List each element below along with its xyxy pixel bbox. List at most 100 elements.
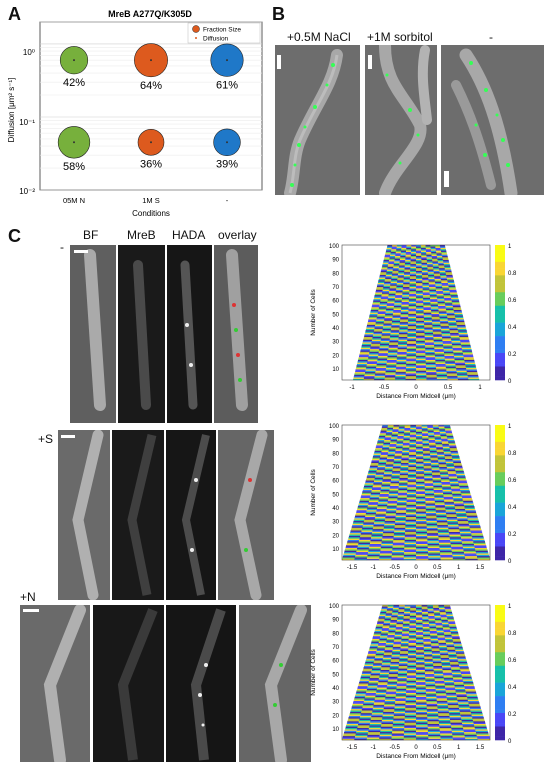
chart-title: MreB A277Q/K305D: [108, 9, 192, 19]
heatmap-x-label: Distance From Midcell (μm): [376, 573, 456, 580]
colorbar-tick: 0.6: [508, 478, 517, 484]
heatmap-y-tick: 10: [332, 547, 339, 553]
heatmap-x-tick: 1: [457, 745, 461, 751]
row2-hada-image: [166, 430, 216, 600]
legend-fraction-marker: [192, 25, 200, 33]
heatmap-y-tick: 80: [332, 271, 339, 277]
heatmap-x-tick: -0.5: [389, 565, 400, 571]
panel-b-image-sorbitol: [365, 45, 437, 195]
heatmap-y-tick: 70: [332, 645, 339, 651]
heatmap-x-tick: 1.5: [476, 745, 485, 751]
diffusion-point-0-2: [226, 59, 228, 62]
heatmap-x-label: Distance From Midcell (μm): [376, 753, 456, 760]
row1-hada-image: [167, 245, 212, 423]
colorbar-tick: 0.4: [508, 325, 517, 331]
panel-a-chart: MreB A277Q/K305D 10⁰ 10⁻¹ 10⁻² Diffusion…: [7, 9, 263, 218]
heatmap-y-tick: 70: [332, 285, 339, 291]
heatmap-y-label: Number of Cells: [310, 648, 317, 695]
column-header-mreb: MreB: [127, 228, 156, 242]
heatmap-y-tick: 40: [332, 686, 339, 692]
diffusion-point-1-0: [73, 141, 75, 144]
row3-bf-image: [20, 605, 90, 762]
colorbar-tick: 0.6: [508, 658, 517, 664]
bubble-series: 42% 64% 61% 58% 36% 39%: [57, 43, 244, 173]
heatmap-y-label: Number of Cells: [310, 468, 317, 515]
heatmap-y-tick: 60: [332, 659, 339, 665]
heatmap-x-tick: -1: [349, 385, 355, 391]
colorbar-tick: 1: [508, 424, 512, 430]
heatmap-frame: [341, 244, 491, 381]
colorbar-tick: 0.2: [508, 712, 517, 718]
fraction-label-1-1: 36%: [140, 158, 162, 170]
heatmap-y-tick: 30: [332, 520, 339, 526]
fraction-label-0-0: 42%: [63, 77, 85, 89]
colorbar-tick: 0.8: [508, 631, 517, 637]
panel-letter-a: A: [8, 4, 21, 24]
heatmap-x-label: Distance From Midcell (μm): [376, 393, 456, 400]
heatmap-y-tick: 60: [332, 479, 339, 485]
heatmap-y-tick: 60: [332, 299, 339, 305]
heatmap-y-tick: 100: [329, 244, 340, 250]
fraction-label-1-0: 58%: [63, 161, 85, 173]
heatmap-y-tick: 50: [332, 312, 339, 318]
colorbar-tick: 0.8: [508, 271, 517, 277]
heatmap-y-label: Number of Cells: [310, 288, 317, 335]
fraction-label-0-1: 64%: [140, 80, 162, 92]
colorbar-tick: 1: [508, 604, 512, 610]
legend-diffusion: Diffusion: [203, 36, 229, 43]
colorbar-tick: 0.2: [508, 352, 517, 358]
heatmap-x-tick: 0.5: [433, 745, 442, 751]
colorbar-tick: 0.6: [508, 298, 517, 304]
heatmap-x-tick: 0.5: [433, 565, 442, 571]
heatmap-frame: [341, 604, 491, 741]
x-tick-2: -: [226, 196, 229, 205]
row1-bf-image: [70, 245, 116, 423]
heatmap-y-tick: 10: [332, 727, 339, 733]
row-label-control: -: [60, 240, 64, 254]
heatmap-y-tick: 20: [332, 533, 339, 539]
heatmap-y-tick: 30: [332, 700, 339, 706]
heatmap-y-tick: 90: [332, 438, 339, 444]
row2-mreb-image: [112, 430, 164, 600]
row-label-nacl: +N: [20, 590, 36, 604]
colorbar-tick: 0: [508, 559, 512, 565]
colorbar-tick: 0: [508, 379, 512, 385]
heatmap-x-tick: 0: [414, 745, 418, 751]
heatmap-x-tick: -0.5: [379, 385, 390, 391]
row-label-sorbitol: +S: [38, 432, 54, 446]
heatmap-y-tick: 20: [332, 353, 339, 359]
legend-fraction: Fraction Size: [203, 27, 241, 34]
diffusion-point-1-1: [150, 141, 152, 144]
row3-overlay-image: [239, 605, 311, 762]
diffusion-point-1-2: [226, 141, 228, 144]
fraction-label-0-2: 61%: [216, 79, 238, 91]
column-header-overlay: overlay: [218, 228, 257, 242]
heatmap-y-tick: 20: [332, 713, 339, 719]
y-tick-1: 10⁻¹: [19, 118, 35, 127]
x-axis-label: Conditions: [132, 209, 170, 218]
heatmap-x-tick: -1: [371, 745, 377, 751]
heatmap-x-tick: -0.5: [389, 745, 400, 751]
heatmap-x-tick: 0: [414, 385, 418, 391]
x-tick-1: 1M S: [142, 196, 160, 205]
heatmap-y-tick: 40: [332, 326, 339, 332]
fraction-label-1-2: 39%: [216, 159, 238, 171]
row3-hada-image: [166, 605, 236, 762]
heatmap-y-tick: 100: [329, 604, 340, 610]
colorbar-tick: 0.4: [508, 505, 517, 511]
panel-b-label-nacl: +0.5M NaCl: [287, 30, 351, 44]
legend-diffusion-marker: [195, 37, 197, 39]
row1-overlay-image: [214, 245, 258, 423]
heatmap-x-tick: 1.5: [476, 565, 485, 571]
column-header-hada: HADA: [172, 228, 206, 242]
heatmap-y-tick: 50: [332, 492, 339, 498]
y-tick-2: 10⁻²: [19, 187, 35, 196]
heatmap-y-tick: 10: [332, 367, 339, 373]
row2-bf-image: [58, 430, 110, 600]
column-header-bf: BF: [83, 228, 99, 242]
